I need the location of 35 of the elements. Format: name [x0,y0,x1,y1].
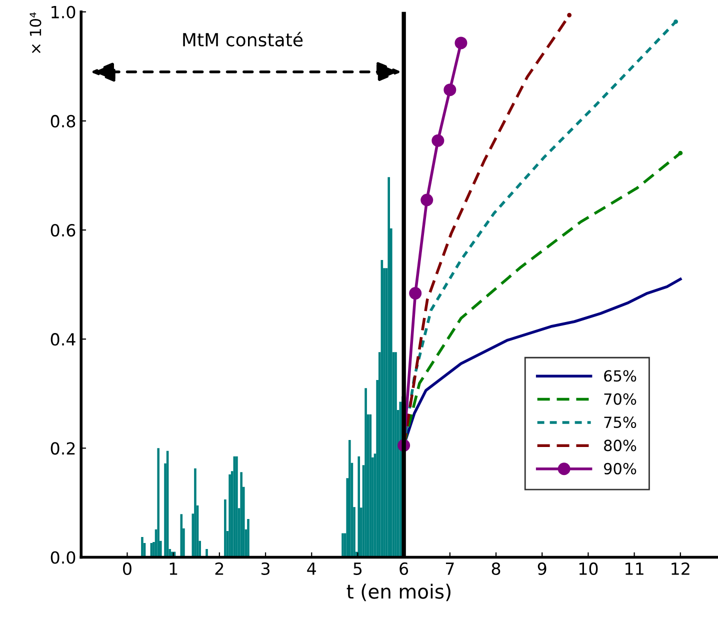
y-tick-label: 0.6 [50,224,76,237]
x-tick-label: 8 [492,562,500,575]
x-tick-label: 9 [538,562,546,575]
legend-label: 70% [604,393,636,405]
x-tick-label: 11 [626,562,644,575]
point [678,150,683,156]
y-tick-label: 0.0 [50,551,76,564]
point [454,36,468,50]
x-tick-label: 5 [354,562,362,575]
y-tick-label: 0.4 [50,333,76,346]
point [444,84,456,96]
y-tick-label: 1.0 [52,6,76,18]
x-tick-label: 7 [446,562,454,575]
point [567,12,572,18]
legend-label: 75% [604,416,636,428]
x-tick-label: 1 [170,562,178,575]
point [432,134,444,147]
legend-label: 90% [604,462,636,474]
x-tick-label: 12 [672,562,690,575]
annotation: MtM constaté [183,32,303,47]
x-tick-label: 3 [261,562,270,575]
x-axis-title: t (en mois) [346,584,450,602]
x-tick-label: 2 [215,562,224,575]
x-tick-label: 0 [123,562,132,575]
y-tick-label: 0.2 [50,442,75,455]
point [409,287,422,300]
x-tick-label: 6 [400,562,408,575]
legend-label: 65% [604,370,636,382]
y-tick-label: 0.8 [50,114,76,128]
legend-label: 80% [604,440,636,452]
point [420,194,434,206]
y-axis-title: × 10⁴ [30,12,42,53]
x-tick-label: 10 [579,562,598,575]
point [674,19,678,24]
x-tick-label: 4 [307,562,316,575]
